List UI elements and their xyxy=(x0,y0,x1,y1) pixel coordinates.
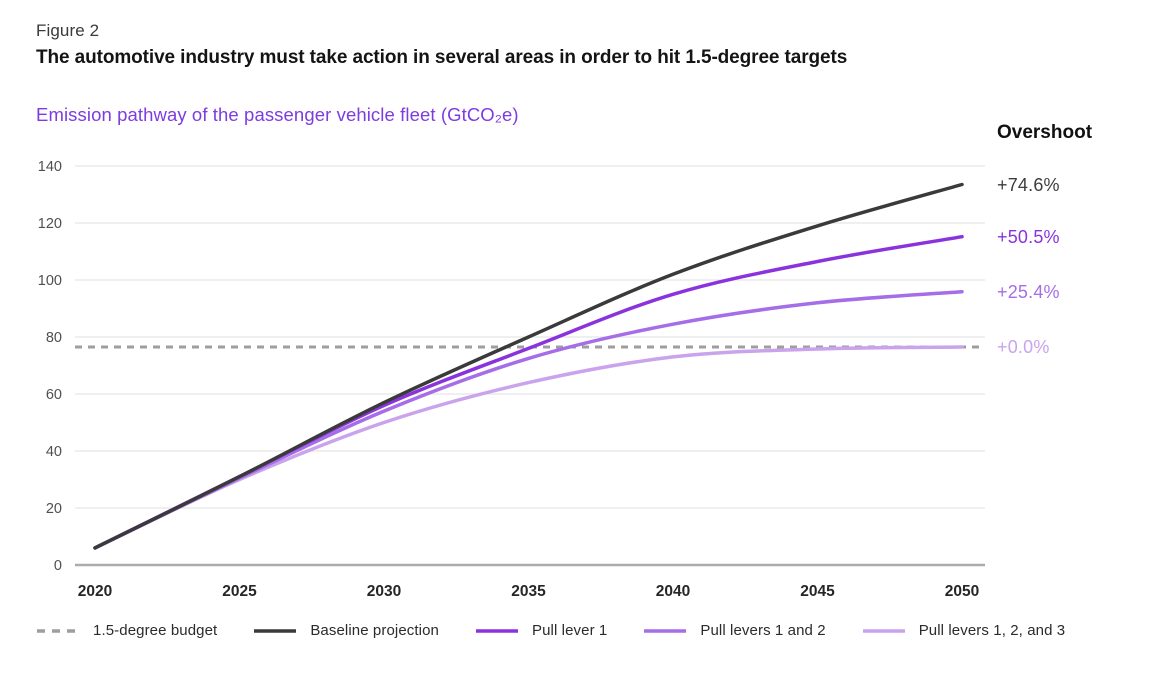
overshoot-value-lever1: +50.5% xyxy=(997,226,1060,247)
y-tick-label: 120 xyxy=(38,216,62,232)
y-tick-label: 0 xyxy=(54,558,62,574)
dashed-line-swatch-icon xyxy=(37,628,79,633)
legend-label: Pull lever 1 xyxy=(531,622,608,639)
legend-item-levers123: Pull levers 1, 2, and 3 xyxy=(862,622,1066,639)
x-tick-label: 2050 xyxy=(945,583,979,600)
y-tick-label: 40 xyxy=(46,444,62,460)
overshoot-value-levers123: +0.0% xyxy=(997,336,1050,357)
series-line-pull-levers-1-2-and-3 xyxy=(93,345,964,550)
legend-label: Pull levers 1 and 2 xyxy=(700,622,826,639)
legend-item-budget: 1.5-degree budget xyxy=(36,622,217,639)
x-tick-label: 2035 xyxy=(511,583,546,600)
series-line-pull-lever-1 xyxy=(93,234,964,550)
legend-label: Pull levers 1, 2, and 3 xyxy=(918,622,1066,639)
line-swatch-icon xyxy=(254,628,297,633)
legend-label: 1.5-degree budget xyxy=(93,622,218,639)
legend-label: Baseline projection xyxy=(310,622,439,639)
series-line-pull-levers-1-and-2 xyxy=(93,289,964,550)
x-tick-label: 2045 xyxy=(800,583,835,600)
line-swatch-icon xyxy=(644,628,687,633)
page-title: The automotive industry must take action… xyxy=(36,47,848,68)
x-tick-label: 2040 xyxy=(656,583,690,600)
series-line-baseline-projection xyxy=(93,182,964,550)
y-tick-label: 100 xyxy=(38,273,62,289)
legend-item-baseline: Baseline projection xyxy=(253,622,439,639)
y-tick-label: 60 xyxy=(46,387,62,403)
y-tick-label: 140 xyxy=(38,159,62,175)
legend-item-levers12: Pull levers 1 and 2 xyxy=(643,622,826,639)
x-tick-label: 2020 xyxy=(78,583,112,600)
overshoot-header: Overshoot xyxy=(997,122,1093,143)
legend-item-lever1: Pull lever 1 xyxy=(475,622,607,639)
chart-subtitle: Emission pathway of the passenger vehicl… xyxy=(36,104,519,125)
line-swatch-icon xyxy=(475,628,518,633)
overshoot-value-levers12: +25.4% xyxy=(997,281,1060,302)
y-tick-label: 20 xyxy=(46,501,62,517)
figure-label: Figure 2 xyxy=(36,21,100,40)
chart-legend: 1.5-degree budget Baseline projection Pu… xyxy=(36,622,1146,639)
y-tick-label: 80 xyxy=(46,330,62,346)
x-tick-label: 2030 xyxy=(367,583,401,600)
line-swatch-icon xyxy=(862,628,905,633)
x-tick-label: 2025 xyxy=(222,583,257,600)
overshoot-value-baseline: +74.6% xyxy=(997,174,1060,195)
